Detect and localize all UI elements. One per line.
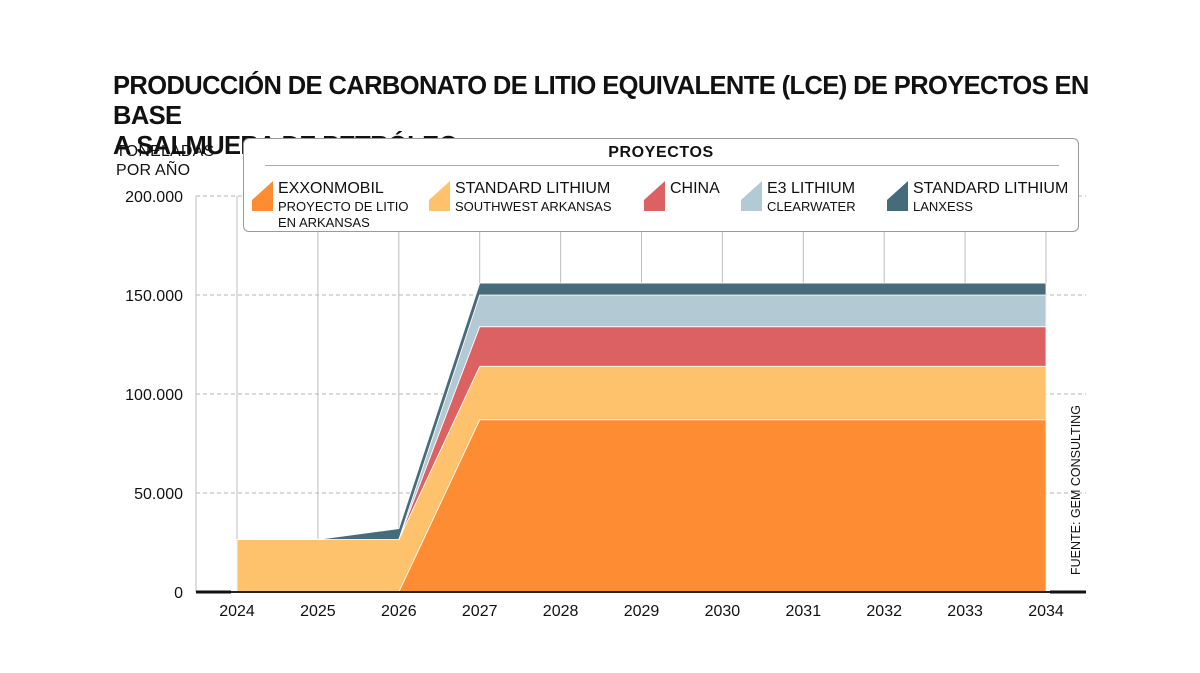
legend-swatch-shape [741, 181, 762, 211]
legend-label: STANDARD LITHIUM [455, 180, 611, 197]
legend: PROYECTOS EXXONMOBIL PROYECTO DE LITIO E… [243, 138, 1079, 232]
y-tick-label: 150.000 [125, 288, 183, 305]
legend-label: E3 LITHIUM [767, 180, 856, 197]
chart-title-line-1: PRODUCCIÓN DE CARBONATO DE LITIO EQUIVAL… [113, 72, 1089, 130]
legend-sublabel: PROYECTO DE LITIO EN ARKANSAS [278, 199, 409, 230]
legend-divider [265, 165, 1059, 166]
x-tick-label: 2029 [624, 603, 660, 620]
legend-swatch-standard-lithium-southwest [429, 181, 450, 211]
legend-swatch-shape [644, 181, 665, 211]
y-tick-label: 0 [174, 585, 183, 602]
x-tick-label: 2030 [705, 603, 741, 620]
area-series [236, 282, 1047, 540]
legend-sublabel: LANXESS [913, 199, 973, 214]
x-tick-label: 2024 [219, 603, 255, 620]
y-tick-label: 200.000 [125, 189, 183, 206]
x-tick-label: 2027 [462, 603, 498, 620]
legend-swatch-standard-lithium-lanxess [887, 181, 908, 211]
legend-title: PROYECTOS [608, 144, 714, 161]
legend-label: CHINA [670, 180, 720, 197]
legend-swatch-exxonmobil [252, 181, 273, 211]
legend-swatch-shape [887, 181, 908, 211]
y-axis-label-line-2: POR AÑO [116, 162, 191, 179]
legend-swatch-shape [429, 181, 450, 211]
legend-swatch-china [644, 181, 665, 211]
x-tick-label: 2025 [300, 603, 336, 620]
y-tick-label: 100.000 [125, 387, 183, 404]
source-note: FUENTE: GEM CONSULTING [1069, 405, 1083, 575]
legend-label: STANDARD LITHIUM [913, 180, 1069, 197]
x-tick-label: 2034 [1028, 603, 1064, 620]
legend-sublabel: SOUTHWEST ARKANSAS [455, 199, 612, 214]
legend-sublabel: CLEARWATER [767, 199, 856, 214]
x-tick-label: 2026 [381, 603, 417, 620]
x-tick-label: 2033 [947, 603, 983, 620]
legend-label: EXXONMOBIL [278, 180, 384, 197]
legend-swatch-e3-lithium [741, 181, 762, 211]
x-tick-label: 2032 [866, 603, 902, 620]
y-axis-label-line-1: TONELADAS [116, 143, 215, 160]
x-tick-label: 2028 [543, 603, 579, 620]
y-tick-label: 50.000 [134, 486, 183, 503]
y-axis-label: TONELADAS POR AÑO [116, 142, 214, 180]
legend-swatch-shape [252, 181, 273, 211]
x-tick-label: 2031 [786, 603, 822, 620]
